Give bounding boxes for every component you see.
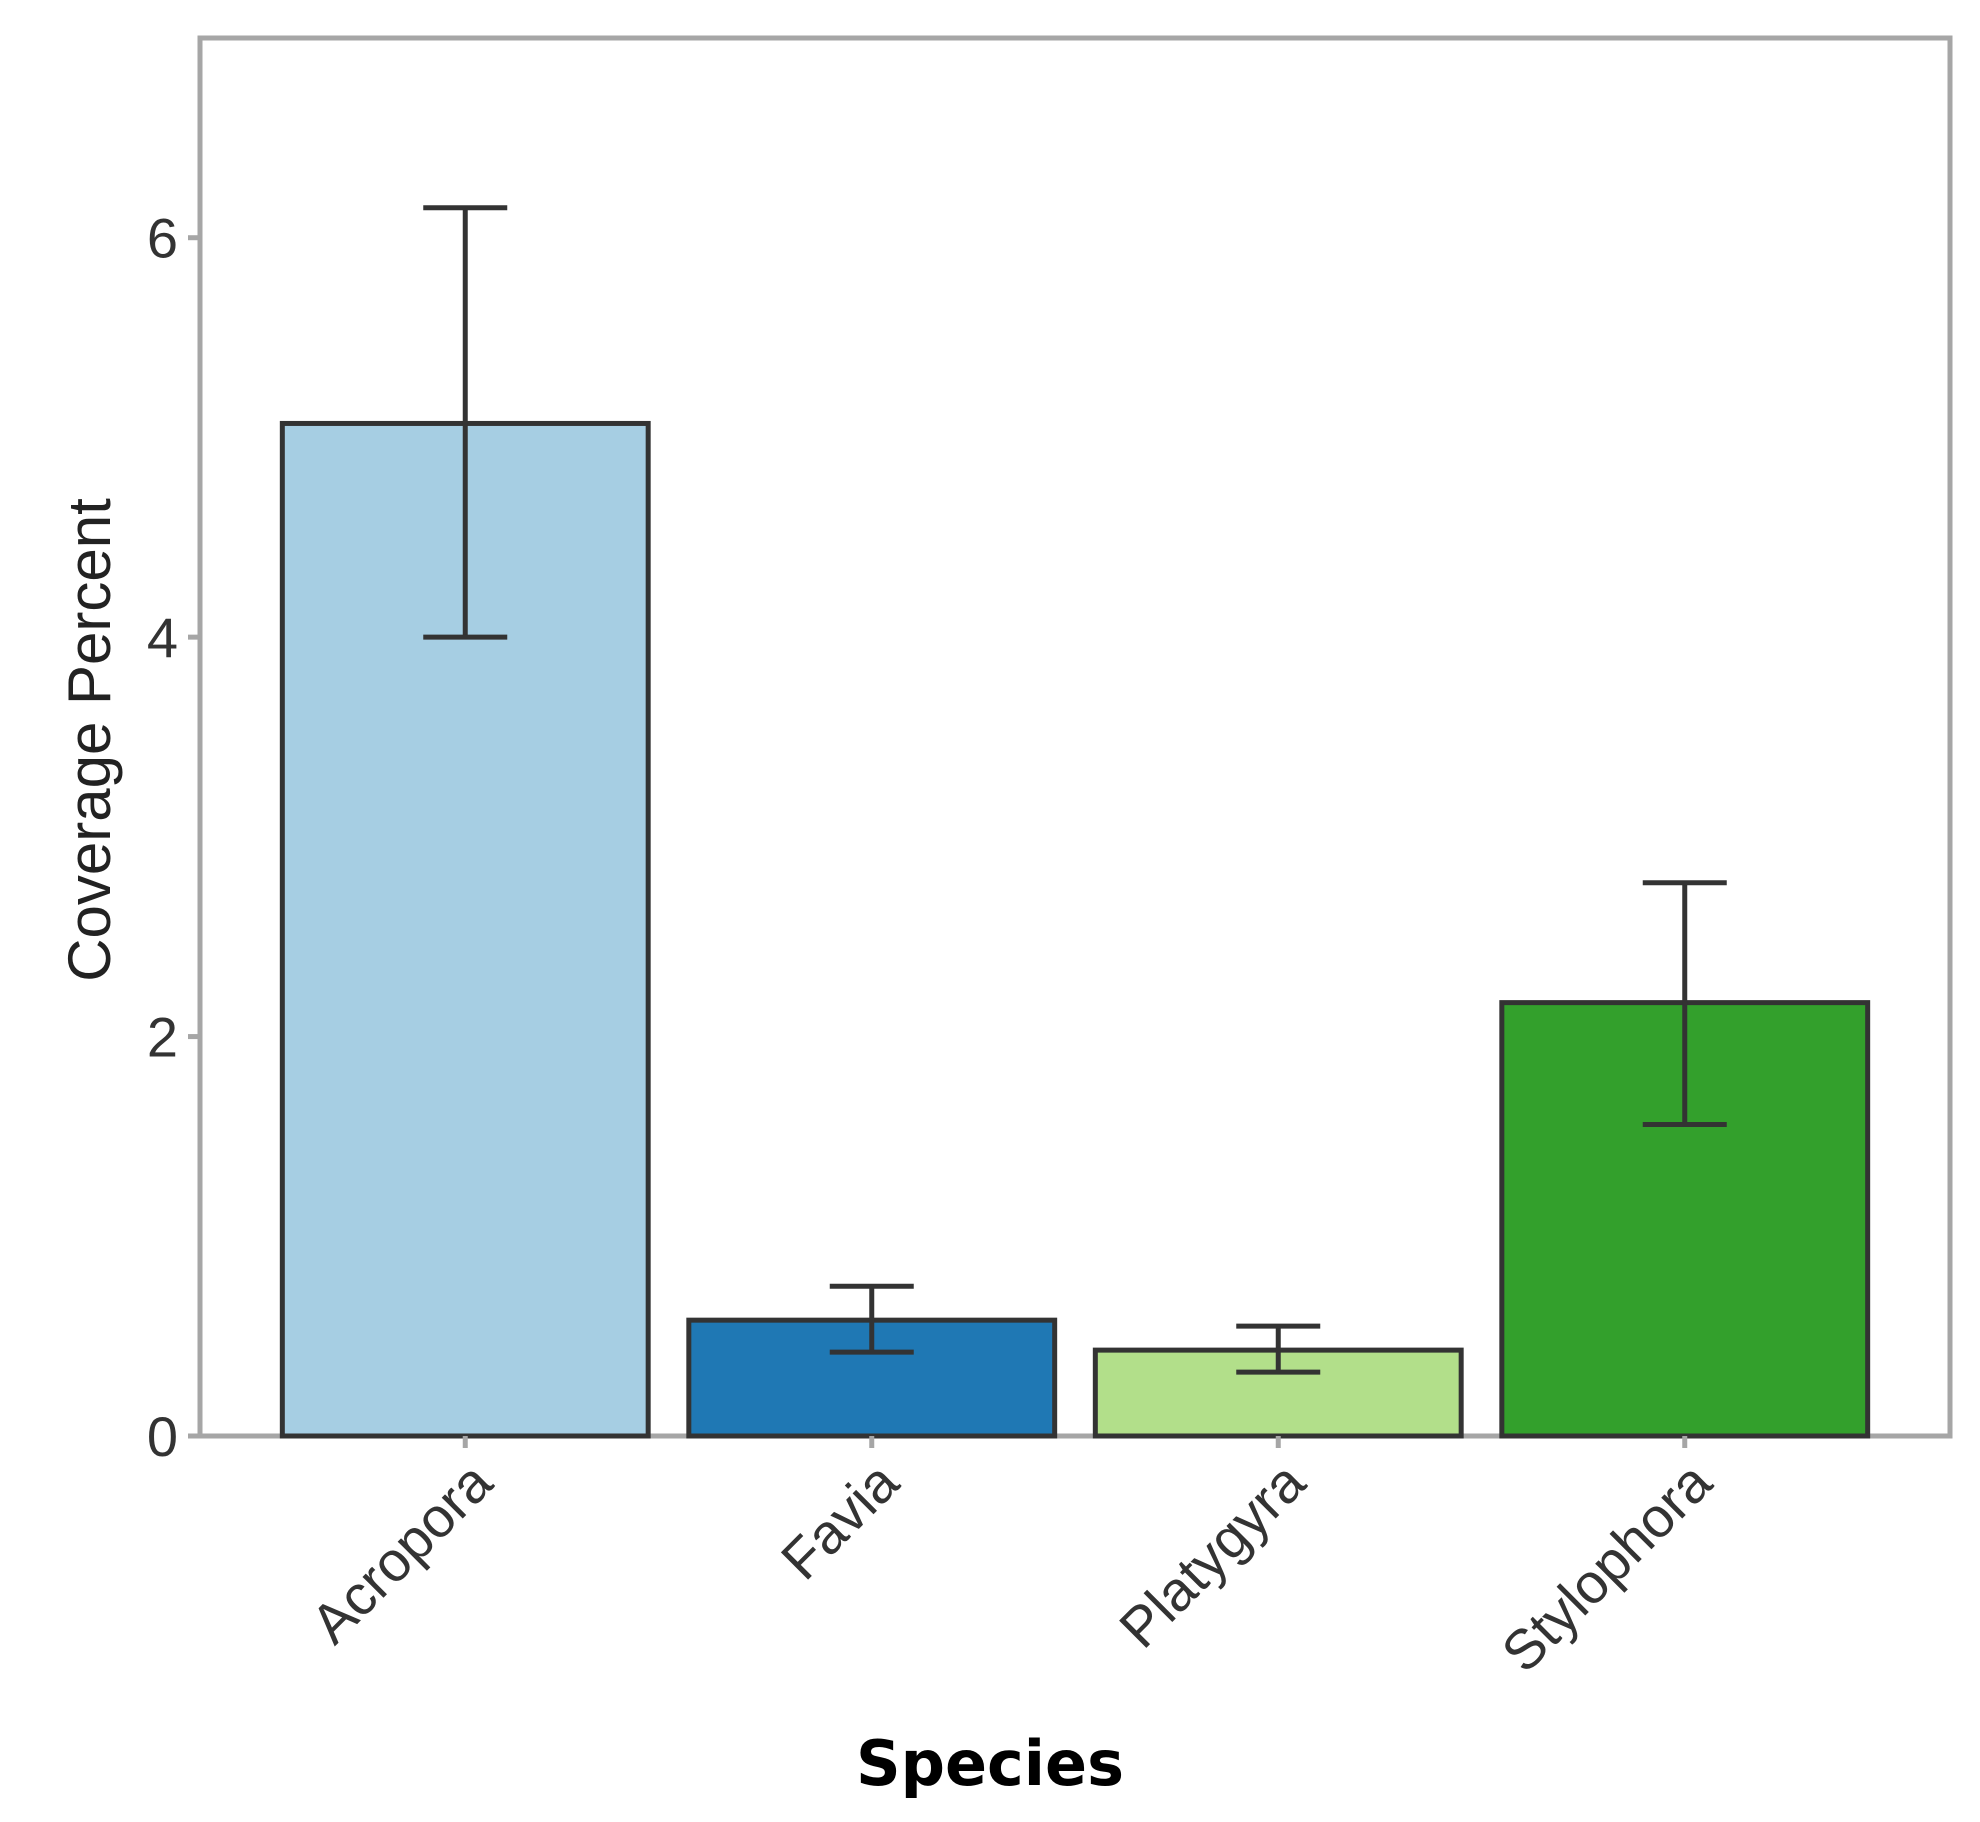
x-tick-label-stylophora: Stylophora	[1489, 1449, 1723, 1683]
bar-platygyra	[1092, 1347, 1464, 1439]
error-bar-platygyra	[1236, 1323, 1321, 1375]
y-tick-label: 2	[147, 1006, 178, 1069]
error-bar-stylophora	[1642, 880, 1727, 1127]
y-axis-ticks: 0 2 4 6	[147, 207, 200, 1468]
x-tick-label-platygyra: Platygyra	[1107, 1449, 1317, 1659]
x-tick-label-favia: Favia	[769, 1449, 911, 1591]
x-axis-labels: Acropora Favia Platygyra Stylophora	[299, 1436, 1724, 1684]
error-bar-acropora	[423, 205, 508, 640]
x-tick-label-acropora: Acropora	[299, 1449, 505, 1655]
error-bar-favia	[829, 1283, 914, 1355]
y-axis-title: Coverage Percent	[56, 498, 123, 982]
x-axis-title: Species	[856, 1727, 1124, 1800]
y-tick-label: 0	[147, 1405, 178, 1468]
y-tick-label: 6	[147, 207, 178, 270]
error-bars-layer	[423, 205, 1727, 1375]
y-tick-label: 4	[147, 606, 178, 669]
